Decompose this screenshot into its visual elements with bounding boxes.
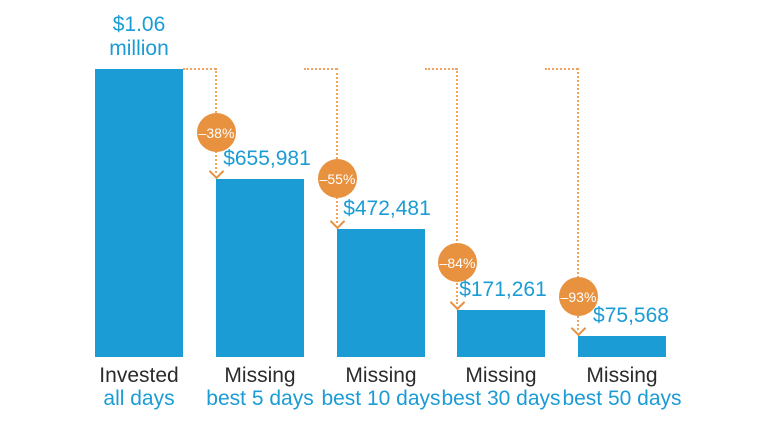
value-label-invested-all-days: $1.06 million: [109, 13, 169, 61]
bar-missing-best-5-days: [216, 179, 304, 357]
drop-badge-missing-best-10-days: –55%: [318, 159, 357, 198]
dotted-drop-hline-missing-best-5-days: [183, 68, 216, 70]
value-line2: million: [109, 37, 169, 60]
dotted-drop-hline-missing-best-30-days: [425, 68, 457, 70]
arrow-down-icon-missing-best-50-days: [570, 320, 587, 337]
category-label-top: Missing: [345, 364, 417, 387]
dotted-drop-vline-missing-best-50-days: [577, 68, 579, 330]
bar-missing-best-50-days: [578, 336, 666, 357]
bar-missing-best-10-days: [337, 229, 425, 357]
category-label-bottom: best 30 days: [441, 387, 561, 410]
dotted-drop-hline-missing-best-50-days: [545, 68, 578, 70]
bar-missing-best-30-days: [457, 310, 545, 357]
dotted-drop-vline-missing-best-30-days: [456, 68, 458, 304]
category-label-missing-best-50-days: Missing best 50 days: [562, 364, 681, 410]
category-label-missing-best-10-days: Missing best 10 days: [321, 364, 440, 410]
value-line1: $75,568: [593, 304, 669, 327]
category-label-top: Missing: [224, 364, 296, 387]
drop-badge-missing-best-50-days: –93%: [559, 277, 598, 316]
category-label-bottom: best 5 days: [206, 387, 314, 410]
category-label-bottom: best 50 days: [562, 387, 682, 410]
dotted-drop-vline-missing-best-10-days: [336, 68, 338, 223]
drop-badge-missing-best-5-days: –38%: [197, 113, 236, 152]
value-line1: $1.06: [112, 13, 166, 36]
dotted-drop-hline-missing-best-10-days: [304, 68, 337, 70]
value-line1: $655,981: [223, 147, 311, 170]
value-label-missing-best-10-days: $472,481: [343, 197, 431, 221]
bar-invested-all-days: [95, 69, 183, 357]
value-line1: $171,261: [459, 278, 547, 301]
value-label-missing-best-30-days: $171,261: [459, 278, 547, 302]
category-label-invested-all-days: Invested all days: [99, 364, 178, 410]
category-label-missing-best-5-days: Missing best 5 days: [206, 364, 313, 410]
category-label-bottom: best 10 days: [321, 387, 441, 410]
category-label-top: Invested: [99, 364, 179, 387]
value-label-missing-best-50-days: $75,568: [593, 304, 669, 328]
category-label-top: Missing: [465, 364, 537, 387]
category-label-bottom: all days: [103, 387, 175, 410]
value-label-missing-best-5-days: $655,981: [223, 147, 311, 171]
arrow-down-icon-missing-best-5-days: [208, 163, 225, 180]
value-line1: $472,481: [343, 197, 431, 220]
category-label-top: Missing: [586, 364, 658, 387]
drop-badge-missing-best-30-days: –84%: [438, 243, 477, 282]
category-label-missing-best-30-days: Missing best 30 days: [441, 364, 560, 410]
